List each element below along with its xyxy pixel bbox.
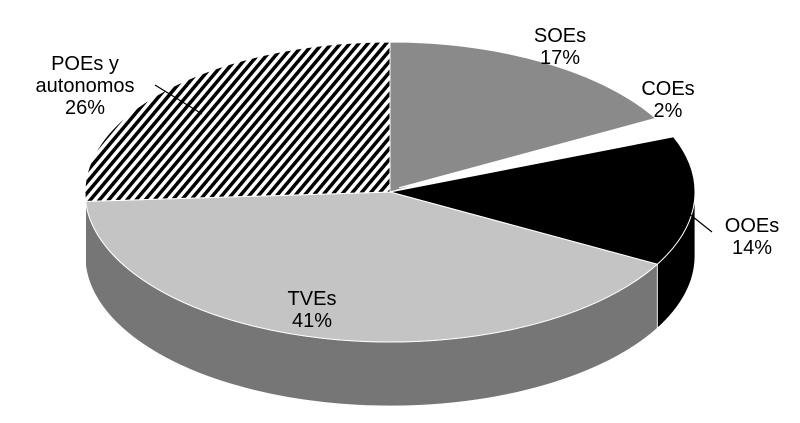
value-label: 41%	[291, 310, 333, 332]
category-label: TVEs	[287, 288, 337, 310]
value-label: 14%	[731, 237, 773, 259]
value-label: 2%	[653, 100, 683, 122]
category-label: SOEs	[533, 25, 587, 47]
slice	[85, 191, 659, 343]
slice-label: COEs 2%	[641, 78, 694, 122]
category-label: POEs y autonomos	[35, 53, 135, 97]
leader-line	[677, 204, 713, 233]
leader-line	[154, 84, 203, 115]
slice	[398, 114, 684, 189]
slice-label: SOEs 17%	[534, 25, 586, 69]
slice-label: OOEs 14%	[725, 215, 779, 259]
category-label: OOEs	[724, 215, 780, 237]
slice-label: POEs y autonomos 26%	[30, 53, 140, 119]
slice	[389, 41, 659, 193]
value-label: 26%	[64, 97, 106, 119]
category-label: COEs	[641, 78, 695, 100]
slice-label: TVEs 41%	[288, 288, 337, 332]
slice	[389, 136, 696, 265]
slice	[84, 41, 391, 202]
value-label: 17%	[539, 47, 581, 69]
